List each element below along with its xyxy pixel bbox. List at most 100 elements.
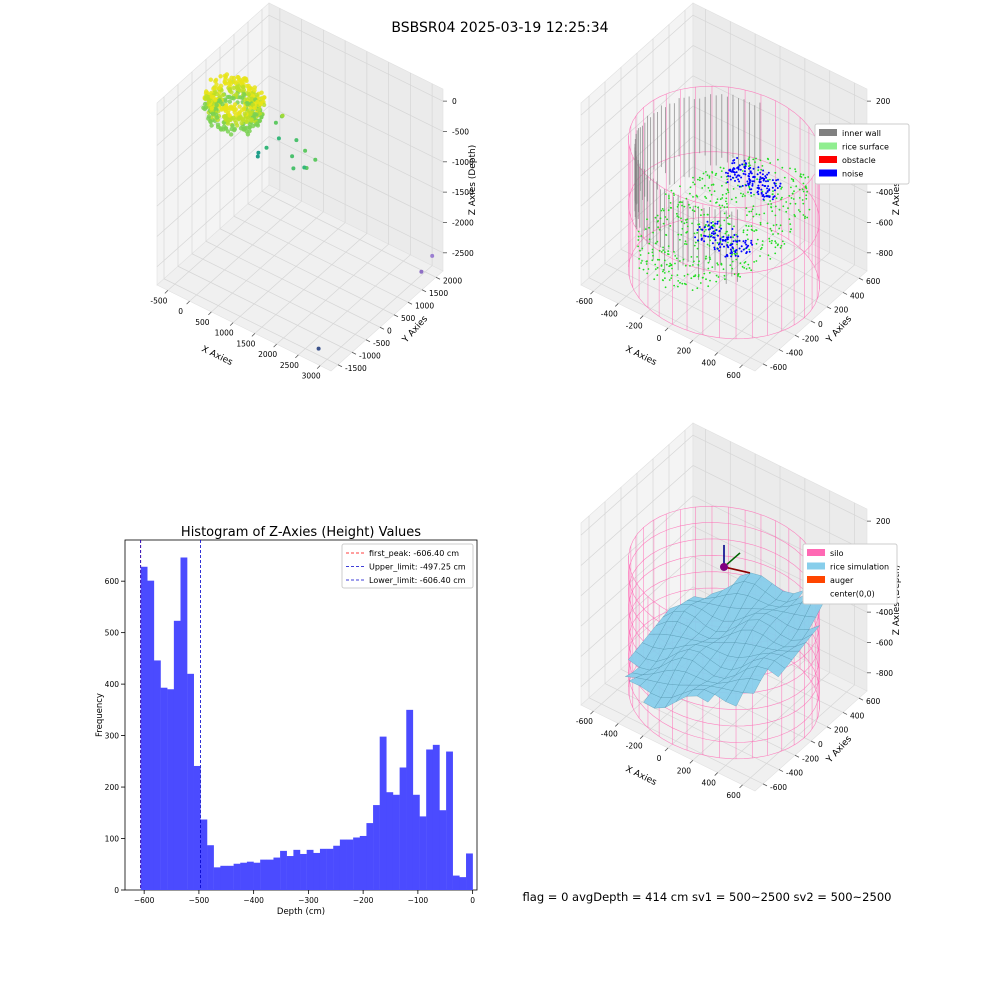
- histogram-bar: [419, 816, 427, 890]
- legend-entry: auger: [830, 576, 854, 585]
- rice-surface-point: [669, 225, 672, 227]
- rice-surface-point: [751, 229, 754, 232]
- noise-point: [738, 185, 741, 188]
- y-tick: [379, 326, 385, 330]
- y-tick-label: 2000: [443, 276, 462, 285]
- y-axis-label: Frequency: [95, 693, 105, 737]
- histogram-bar: [233, 863, 241, 890]
- grid-line: [268, 105, 444, 193]
- noise-point: [731, 243, 734, 245]
- data-point: [206, 99, 212, 104]
- y-tick-label: 200: [834, 306, 849, 315]
- rice-surface-point: [799, 210, 801, 213]
- noise-point: [727, 236, 730, 239]
- rice-surface-point: [673, 284, 675, 287]
- rice-surface-point: [774, 171, 777, 174]
- rice-surface-point: [640, 235, 643, 237]
- noise-point: [726, 244, 729, 247]
- noise-point: [724, 255, 727, 258]
- rice-surface-point: [709, 239, 711, 242]
- rice-surface-point: [735, 196, 737, 199]
- rice-surface-point: [723, 212, 726, 215]
- z-tick-label: 0: [452, 97, 457, 106]
- histogram-bar: [379, 736, 387, 890]
- x-tick-label: 200: [677, 766, 692, 775]
- histogram-bar: [240, 862, 248, 890]
- y-tick-label: 400: [105, 680, 120, 689]
- y-tick-label: 1500: [429, 289, 448, 298]
- histogram-bar: [147, 580, 155, 890]
- noise-point: [764, 175, 767, 178]
- rice-surface-point: [727, 234, 730, 237]
- noise-point: [779, 182, 782, 185]
- noise-point: [763, 177, 766, 180]
- rice-surface-point: [658, 249, 661, 252]
- data-point: [249, 96, 255, 102]
- rice-surface-point: [694, 241, 697, 244]
- rice-surface-point: [731, 260, 734, 263]
- grid-line: [692, 45, 868, 132]
- rice-surface-point: [777, 158, 779, 161]
- legend-entry: Upper_limit: -497.25 cm: [369, 563, 466, 572]
- rice-surface-point: [703, 272, 706, 275]
- rice-surface-point: [737, 184, 739, 187]
- noise-point: [760, 177, 763, 180]
- data-point: [214, 102, 219, 108]
- rice-surface-point: [681, 227, 684, 230]
- grid-line: [156, 136, 270, 237]
- rice-surface-point: [704, 195, 706, 198]
- noise-point: [775, 179, 778, 182]
- grid-line: [684, 191, 860, 279]
- rice-surface-point: [723, 274, 726, 277]
- data-point: [276, 136, 281, 141]
- histogram-bar: [246, 861, 254, 890]
- rice-surface-point: [781, 166, 784, 169]
- noise-point: [732, 240, 735, 243]
- x-tick: [714, 772, 718, 776]
- rice-surface-point: [652, 254, 654, 257]
- grid-line: [211, 211, 324, 313]
- rice-surface-point: [679, 185, 681, 188]
- rice-surface-point: [660, 251, 663, 253]
- noise-point: [716, 222, 719, 225]
- rice-surface-point: [706, 213, 709, 216]
- x-tick: [590, 710, 594, 715]
- rice-surface-point: [710, 184, 713, 186]
- x-tick-label: −200: [353, 896, 374, 905]
- data-point: [234, 92, 239, 97]
- rice-surface-point: [647, 252, 650, 255]
- y-tick-label: 400: [850, 291, 865, 300]
- y-tick-label: -200: [802, 334, 819, 343]
- rice-surface-point: [739, 275, 741, 278]
- rice-surface-point: [724, 278, 726, 281]
- rice-surface-point: [703, 213, 705, 216]
- noise-point: [777, 178, 779, 181]
- x-tick-label: 3000: [302, 372, 321, 381]
- data-point: [218, 126, 223, 131]
- rice-surface-point: [768, 178, 771, 181]
- noise-point: [735, 249, 738, 251]
- rice-surface-point: [752, 215, 755, 218]
- rice-surface-point: [807, 176, 810, 178]
- rice-surface-point: [670, 274, 673, 277]
- depth-histogram: Histogram of Z-Axies (Height) Values −600…: [95, 525, 478, 917]
- noise-point: [733, 234, 736, 236]
- rice-surface-point: [760, 168, 763, 171]
- rice-surface-point: [778, 208, 781, 211]
- rice-surface-point: [656, 214, 659, 217]
- noise-point: [745, 247, 748, 250]
- noise-point: [736, 240, 739, 243]
- rice-surface-point: [692, 196, 694, 198]
- rice-surface-point: [666, 253, 669, 255]
- histogram-bar: [293, 849, 301, 890]
- rice-surface-point: [701, 187, 704, 189]
- rice-surface-point: [712, 221, 714, 223]
- rice-surface-point: [754, 161, 756, 164]
- rice-surface-point: [794, 168, 796, 171]
- rice-surface-point: [648, 242, 651, 245]
- rice-surface-point: [780, 244, 783, 247]
- grid-line: [588, 697, 764, 785]
- rice-surface-point: [691, 222, 693, 225]
- rice-surface-point: [670, 189, 673, 192]
- noise-point: [744, 173, 747, 176]
